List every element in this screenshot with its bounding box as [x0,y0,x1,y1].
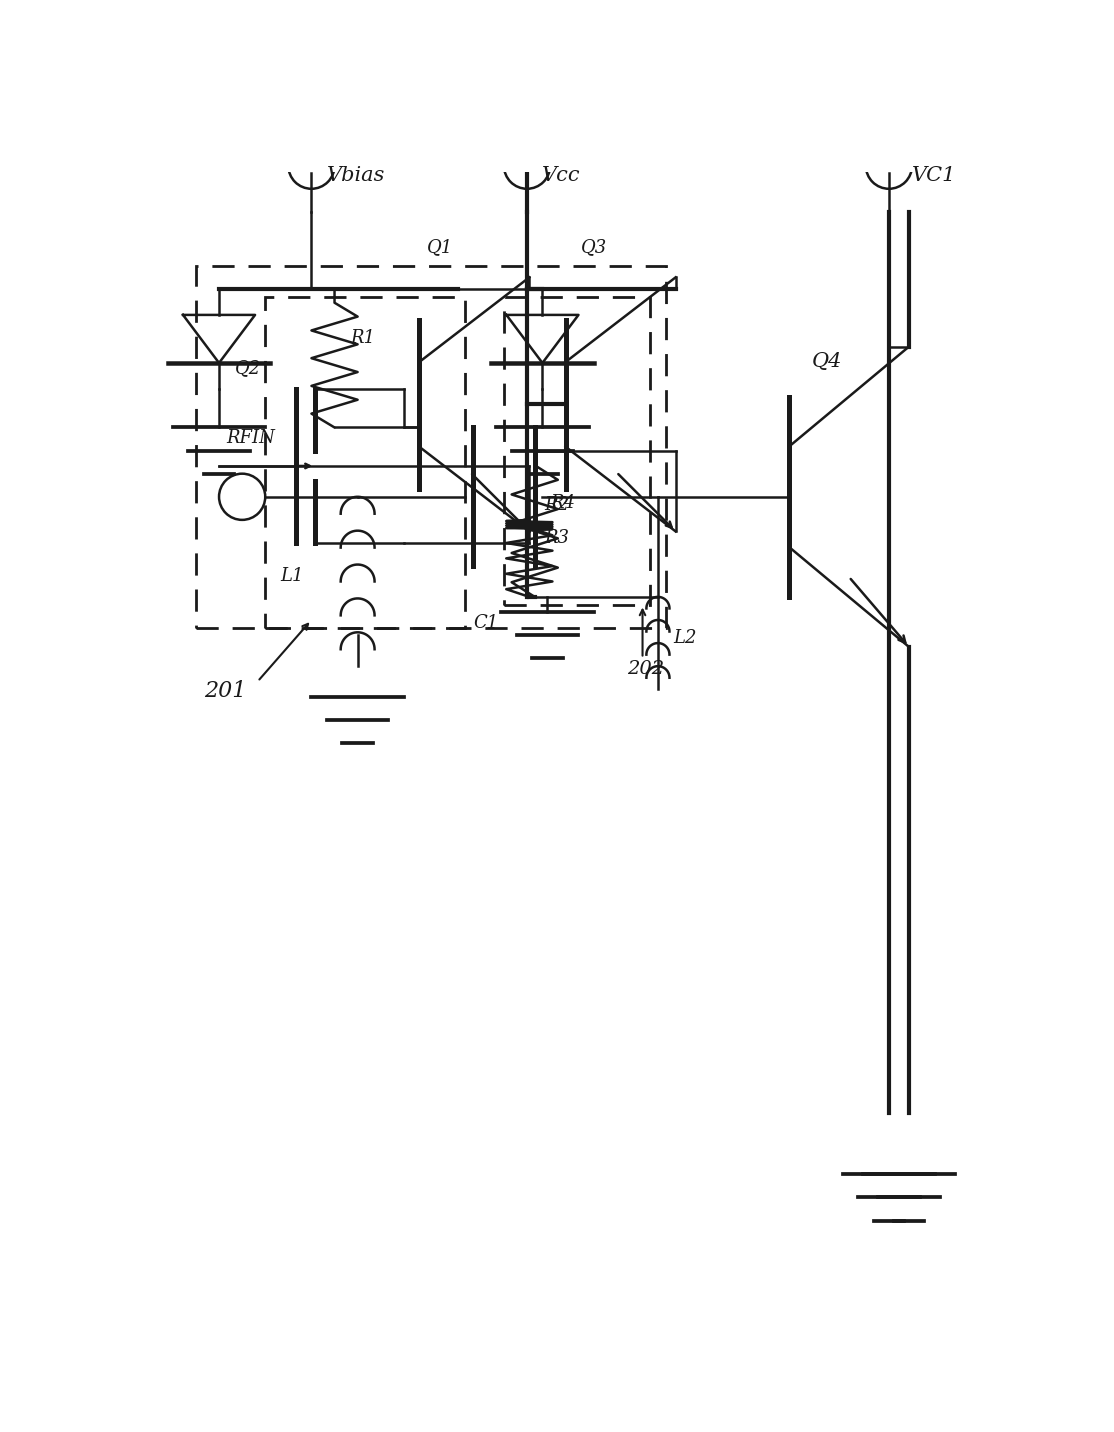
Text: R2: R2 [545,497,569,514]
Text: VC1: VC1 [912,166,957,185]
Text: R3: R3 [545,528,569,547]
Text: Q3: Q3 [580,238,607,256]
Bar [504,296,651,604]
Text: Q1: Q1 [427,238,453,256]
Text: RFIN: RFIN [227,428,275,447]
Text: Q2: Q2 [234,359,261,378]
Bar [265,296,466,627]
Text: C1: C1 [473,614,498,632]
Text: L1: L1 [281,567,304,586]
Text: 201: 201 [204,680,246,702]
Text: Vcc: Vcc [543,166,582,185]
Text: R4: R4 [550,494,575,513]
Bar [196,266,666,627]
Text: R1: R1 [350,329,375,347]
Text: Q4: Q4 [812,352,842,371]
Text: 202: 202 [627,660,664,677]
Text: L2: L2 [673,629,697,647]
Text: Vbias: Vbias [326,166,385,185]
